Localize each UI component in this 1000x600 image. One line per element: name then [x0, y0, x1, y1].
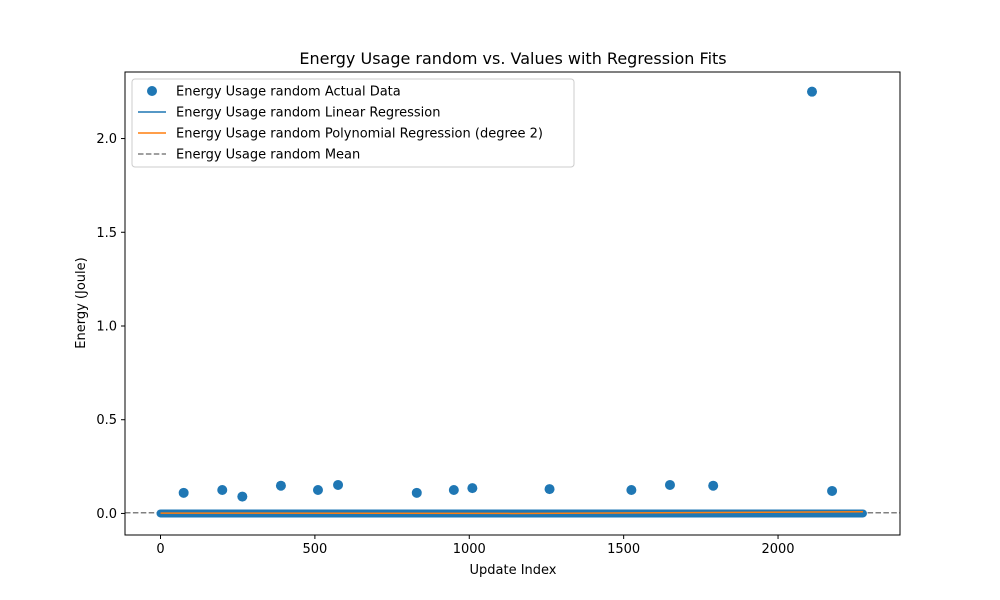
data-point-8 [467, 483, 478, 494]
y-axis-label: Energy (Joule) [74, 257, 89, 348]
data-point-3 [275, 480, 286, 491]
legend-label-2: Energy Usage random Polynomial Regressio… [176, 127, 543, 142]
y-tick-label-0: 0.0 [96, 507, 117, 522]
data-point-6 [411, 487, 422, 498]
data-point-9 [544, 484, 555, 495]
x-tick-label-0: 0 [156, 542, 164, 557]
legend-label-3: Energy Usage random Mean [176, 148, 360, 163]
legend: Energy Usage random Actual Data Energy Us… [131, 78, 575, 168]
y-tick-label-3: 1.5 [96, 226, 117, 241]
plot-series-group [125, 86, 900, 518]
x-tick-label-3: 1500 [607, 542, 640, 557]
legend-label-1: Energy Usage random Linear Regression [176, 106, 440, 121]
x-tick-label-2: 1000 [453, 542, 486, 557]
data-point-4 [312, 485, 323, 496]
data-point-13 [807, 86, 818, 97]
polynomial-regression-line [160, 511, 863, 515]
axis-ticks: 0 500 1000 1500 2000 0.0 0.5 1.0 1.5 2.0 [96, 132, 794, 557]
data-point-11 [664, 479, 675, 490]
chart-title: Energy Usage random vs. Values with Regr… [299, 49, 726, 68]
y-tick-label-4: 2.0 [96, 132, 117, 147]
plot-content [125, 86, 900, 518]
data-point-12 [708, 480, 719, 491]
legend-label-0: Energy Usage random Actual Data [176, 85, 401, 100]
data-point-10 [626, 485, 637, 496]
data-point-5 [333, 479, 344, 490]
x-axis-label: Update Index [469, 563, 556, 578]
legend-marker-0 [147, 86, 157, 96]
x-tick-label-1: 500 [302, 542, 327, 557]
data-point-7 [448, 485, 459, 496]
data-point-2 [237, 491, 248, 502]
plot-frame [124, 71, 901, 536]
legend-box [131, 78, 575, 168]
y-tick-label-2: 1.0 [96, 319, 117, 334]
data-point-14 [827, 485, 838, 496]
data-point-1 [217, 485, 228, 496]
data-point-0 [178, 487, 189, 498]
x-tick-label-4: 2000 [761, 542, 794, 557]
y-tick-label-1: 0.5 [96, 413, 117, 428]
